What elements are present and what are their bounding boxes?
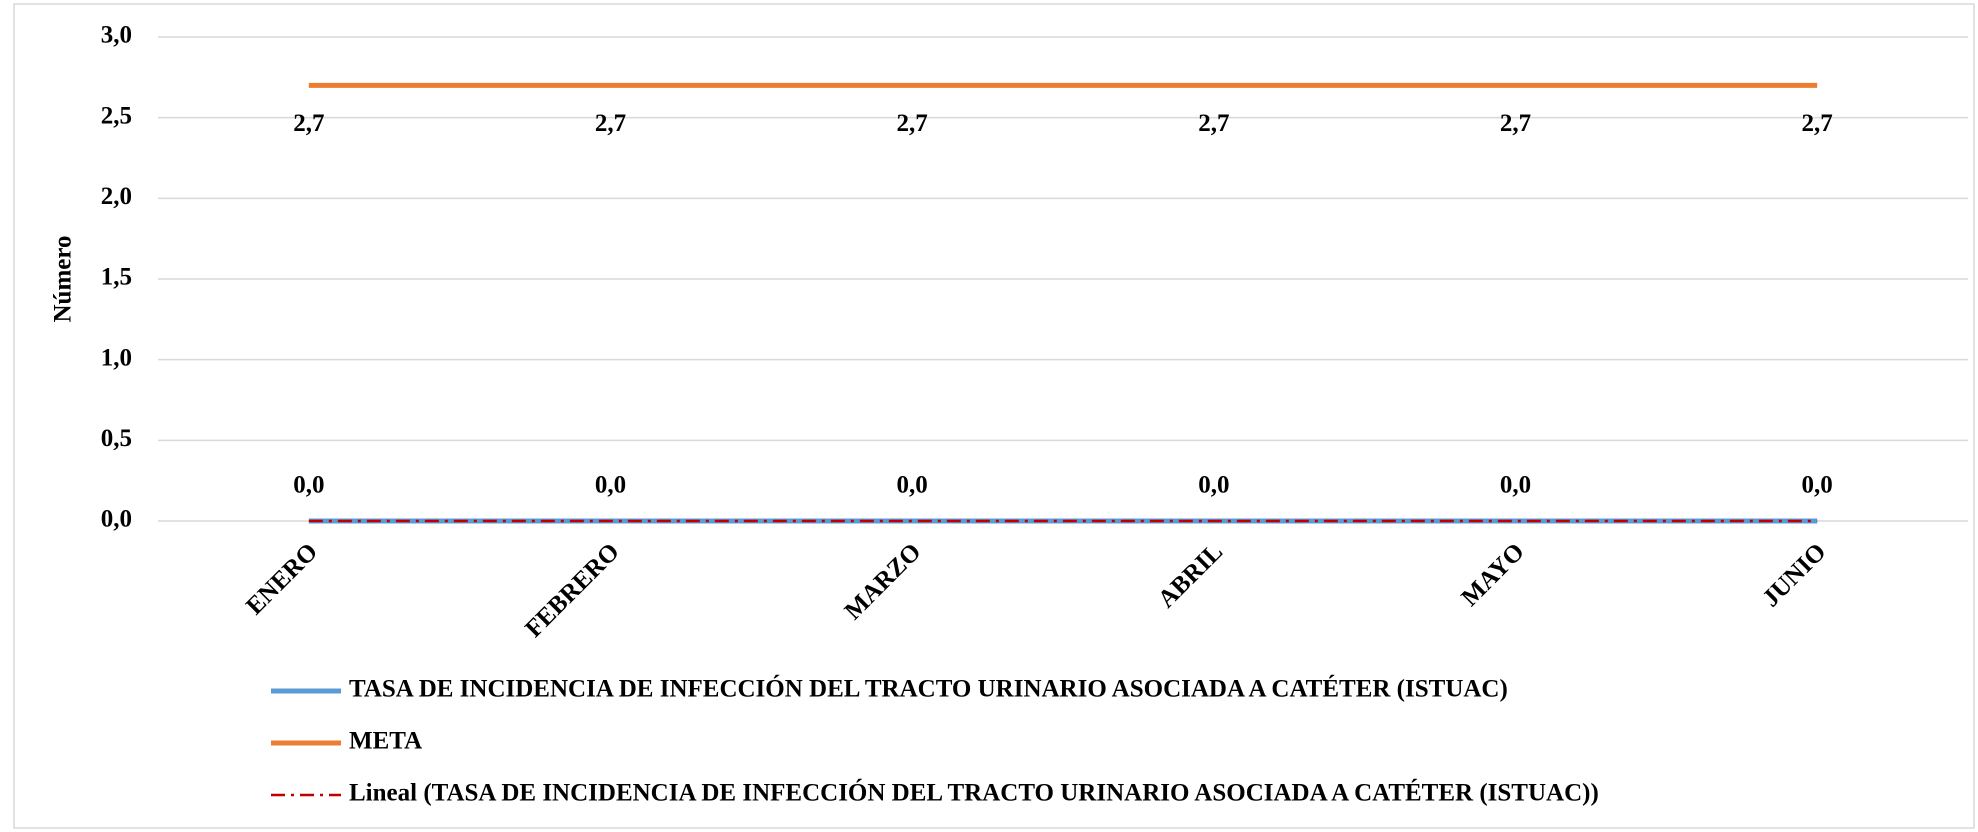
data-label: 2,7 bbox=[1802, 110, 1833, 137]
data-label: 2,7 bbox=[595, 110, 626, 137]
data-label: 0,0 bbox=[595, 472, 626, 499]
y-tick-label: 3,0 bbox=[101, 22, 132, 49]
data-label: 0,0 bbox=[1198, 472, 1229, 499]
data-label: 2,7 bbox=[897, 110, 928, 137]
data-label: 0,0 bbox=[293, 472, 324, 499]
data-label: 0,0 bbox=[897, 472, 928, 499]
legend-label: META bbox=[349, 728, 422, 755]
y-axis-label: Número bbox=[50, 235, 77, 322]
y-tick-label: 2,5 bbox=[101, 102, 132, 129]
y-tick-label: 1,0 bbox=[101, 344, 132, 371]
data-label: 0,0 bbox=[1500, 472, 1531, 499]
y-tick-label: 2,0 bbox=[101, 183, 132, 210]
legend-label: TASA DE INCIDENCIA DE INFECCIÓN DEL TRAC… bbox=[349, 675, 1508, 703]
y-tick-label: 0,0 bbox=[101, 506, 132, 533]
y-tick-label: 0,5 bbox=[101, 425, 132, 452]
data-label: 2,7 bbox=[1198, 110, 1229, 137]
y-tick-label: 1,5 bbox=[101, 264, 132, 291]
legend-label: Lineal (TASA DE INCIDENCIA DE INFECCIÓN … bbox=[349, 779, 1599, 807]
data-label: 2,7 bbox=[1500, 110, 1531, 137]
data-label: 2,7 bbox=[293, 110, 324, 137]
data-label: 0,0 bbox=[1802, 472, 1833, 499]
